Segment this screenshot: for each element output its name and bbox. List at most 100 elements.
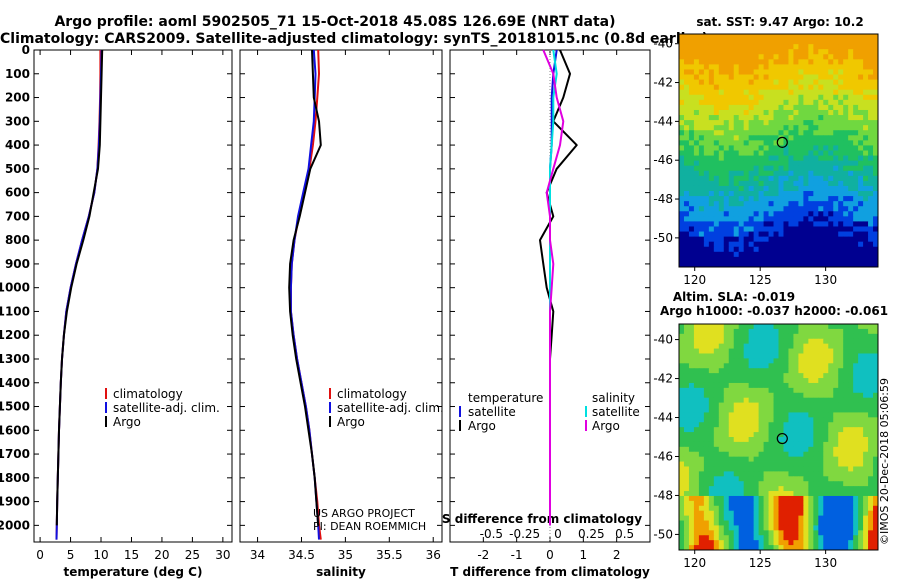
- map-cell: [683, 382, 690, 389]
- map-cell: [703, 363, 710, 369]
- map-cell: [858, 104, 864, 111]
- map-cell: [733, 510, 740, 517]
- map-cell: [853, 495, 859, 502]
- map-cell: [743, 545, 750, 551]
- map-cell: [778, 216, 784, 222]
- map-cell: [723, 382, 730, 389]
- map-cell: [688, 510, 695, 517]
- map-cell: [753, 175, 760, 182]
- map-cell: [778, 427, 784, 433]
- map-cell: [768, 338, 774, 345]
- map-cell: [743, 89, 750, 96]
- map-cell: [728, 373, 735, 379]
- map-cell: [688, 461, 695, 467]
- map-cell: [773, 246, 779, 253]
- map-cell: [683, 64, 690, 70]
- map-cell: [848, 525, 854, 531]
- map-cell: [778, 476, 784, 482]
- map-cell: [818, 34, 824, 40]
- map-cell: [828, 422, 834, 428]
- map-cell: [858, 206, 864, 212]
- map-cell: [798, 79, 804, 86]
- map-cell: [758, 170, 764, 177]
- map-cell: [728, 486, 735, 492]
- map-cell: [848, 368, 854, 374]
- map-cell: [748, 39, 755, 45]
- map-cell: [778, 175, 784, 182]
- map-cell: [703, 324, 710, 330]
- map-cell: [808, 246, 814, 253]
- map-cell: [843, 525, 849, 531]
- map-cell: [873, 89, 879, 96]
- map-cell: [873, 446, 879, 453]
- map-cell: [723, 84, 730, 91]
- map-cell: [693, 540, 700, 546]
- map-cell: [728, 49, 735, 55]
- map-cell: [803, 378, 809, 384]
- map-cell: [818, 191, 824, 197]
- map-cell: [778, 64, 784, 70]
- map-cell: [688, 441, 695, 448]
- map-cell: [833, 324, 839, 330]
- map-cell: [803, 256, 809, 263]
- map-cell: [728, 422, 735, 428]
- map-cell: [868, 39, 874, 45]
- map-cell: [843, 432, 849, 438]
- map-cell: [818, 432, 824, 438]
- map-cell: [838, 221, 844, 227]
- map-cell: [683, 49, 690, 55]
- map-cell: [778, 54, 784, 60]
- map-cell: [823, 69, 829, 75]
- map-cell: [793, 130, 799, 136]
- map-cell: [718, 505, 725, 512]
- map-cell: [728, 206, 735, 212]
- map-cell: [813, 241, 819, 248]
- map-cell: [743, 495, 750, 502]
- map-cell: [763, 412, 769, 418]
- map-cell: [783, 216, 789, 222]
- map-cell: [773, 109, 779, 116]
- map-cell: [743, 525, 750, 531]
- map-cell: [838, 530, 844, 536]
- map-cell: [708, 476, 715, 482]
- map-cell: [838, 535, 844, 541]
- map-cell: [823, 206, 829, 212]
- map-cell: [758, 44, 764, 50]
- map-cell: [828, 363, 834, 369]
- map-cell: [848, 505, 854, 512]
- map-cell: [773, 221, 779, 227]
- map-cell: [693, 175, 700, 182]
- map-cell: [728, 211, 735, 217]
- map-cell: [748, 417, 755, 423]
- map-cell: [843, 59, 849, 65]
- map-cell: [773, 54, 779, 60]
- map-cell: [818, 201, 824, 207]
- map-cell: [793, 324, 799, 330]
- map-cell: [683, 495, 690, 502]
- map-cell: [683, 333, 690, 340]
- map-cell: [713, 333, 720, 340]
- map-cell: [733, 69, 740, 75]
- map-cell: [863, 363, 869, 369]
- map-cell: [708, 140, 715, 146]
- map-cell: [848, 201, 854, 207]
- map-cell: [778, 34, 784, 40]
- map-cell: [733, 226, 740, 232]
- map-cell: [728, 216, 735, 222]
- map-cell: [768, 201, 774, 207]
- map-cell: [743, 343, 750, 349]
- map-cell: [783, 74, 789, 80]
- map-cell: [723, 89, 730, 96]
- map-cell: [753, 54, 760, 60]
- map-cell: [783, 185, 789, 192]
- map-cell: [743, 54, 750, 60]
- map-cell: [679, 417, 685, 423]
- map-cell: [833, 140, 839, 146]
- map-cell: [723, 441, 730, 448]
- map-cell: [783, 160, 789, 167]
- map-cell: [703, 333, 710, 340]
- map-cell: [688, 456, 695, 462]
- map-cell: [758, 343, 764, 349]
- map-cell: [718, 520, 725, 526]
